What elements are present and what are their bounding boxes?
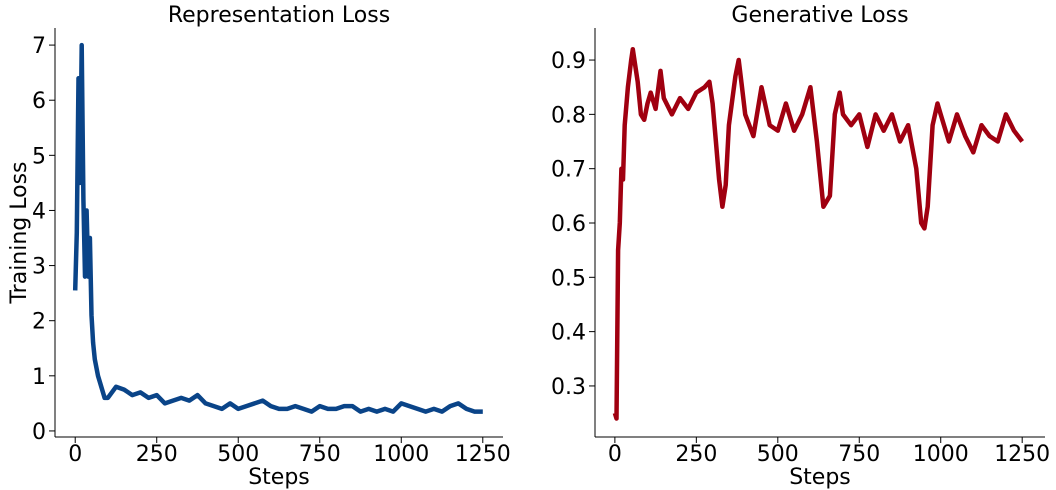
x-tick-label: 750: [299, 442, 341, 467]
x-tick-label: 250: [136, 442, 178, 467]
y-tick-label: 0.5: [551, 266, 586, 291]
x-tick-label: 500: [217, 442, 259, 467]
y-tick-label: 0.6: [551, 212, 586, 237]
x-tick-label: 1000: [373, 442, 429, 467]
x-axis-label: Steps: [789, 465, 851, 490]
y-tick-label: 7: [32, 34, 46, 59]
x-tick-label: 750: [838, 442, 880, 467]
x-tick-label: 0: [608, 442, 622, 467]
y-axis-label: Training Loss: [7, 161, 32, 304]
x-tick-label: 250: [675, 442, 717, 467]
y-tick-label: 0.9: [551, 49, 586, 74]
chart-title: Representation Loss: [168, 3, 390, 28]
chart-title: Generative Loss: [731, 3, 908, 28]
y-tick-label: 4: [32, 199, 46, 224]
x-tick-label: 500: [757, 442, 799, 467]
x-axis-label: Steps: [248, 465, 310, 490]
y-tick-label: 1: [32, 365, 46, 390]
x-tick-label: 1000: [913, 442, 969, 467]
y-tick-label: 0.8: [551, 103, 586, 128]
y-tick-label: 0.4: [551, 321, 586, 346]
line: [72, 42, 483, 414]
y-tick-label: 3: [32, 255, 46, 280]
y-tick-label: 0.7: [551, 158, 586, 183]
y-tick-label: 0.3: [551, 375, 586, 400]
y-tick-label: 6: [32, 89, 46, 114]
y-tick-label: 5: [32, 144, 46, 169]
y-tick-label: 0: [32, 420, 46, 445]
y-tick-label: 2: [32, 310, 46, 335]
x-tick-label: 0: [68, 442, 82, 467]
line: [612, 46, 1024, 421]
x-tick-label: 1250: [455, 442, 511, 467]
x-tick-label: 1250: [994, 442, 1050, 467]
